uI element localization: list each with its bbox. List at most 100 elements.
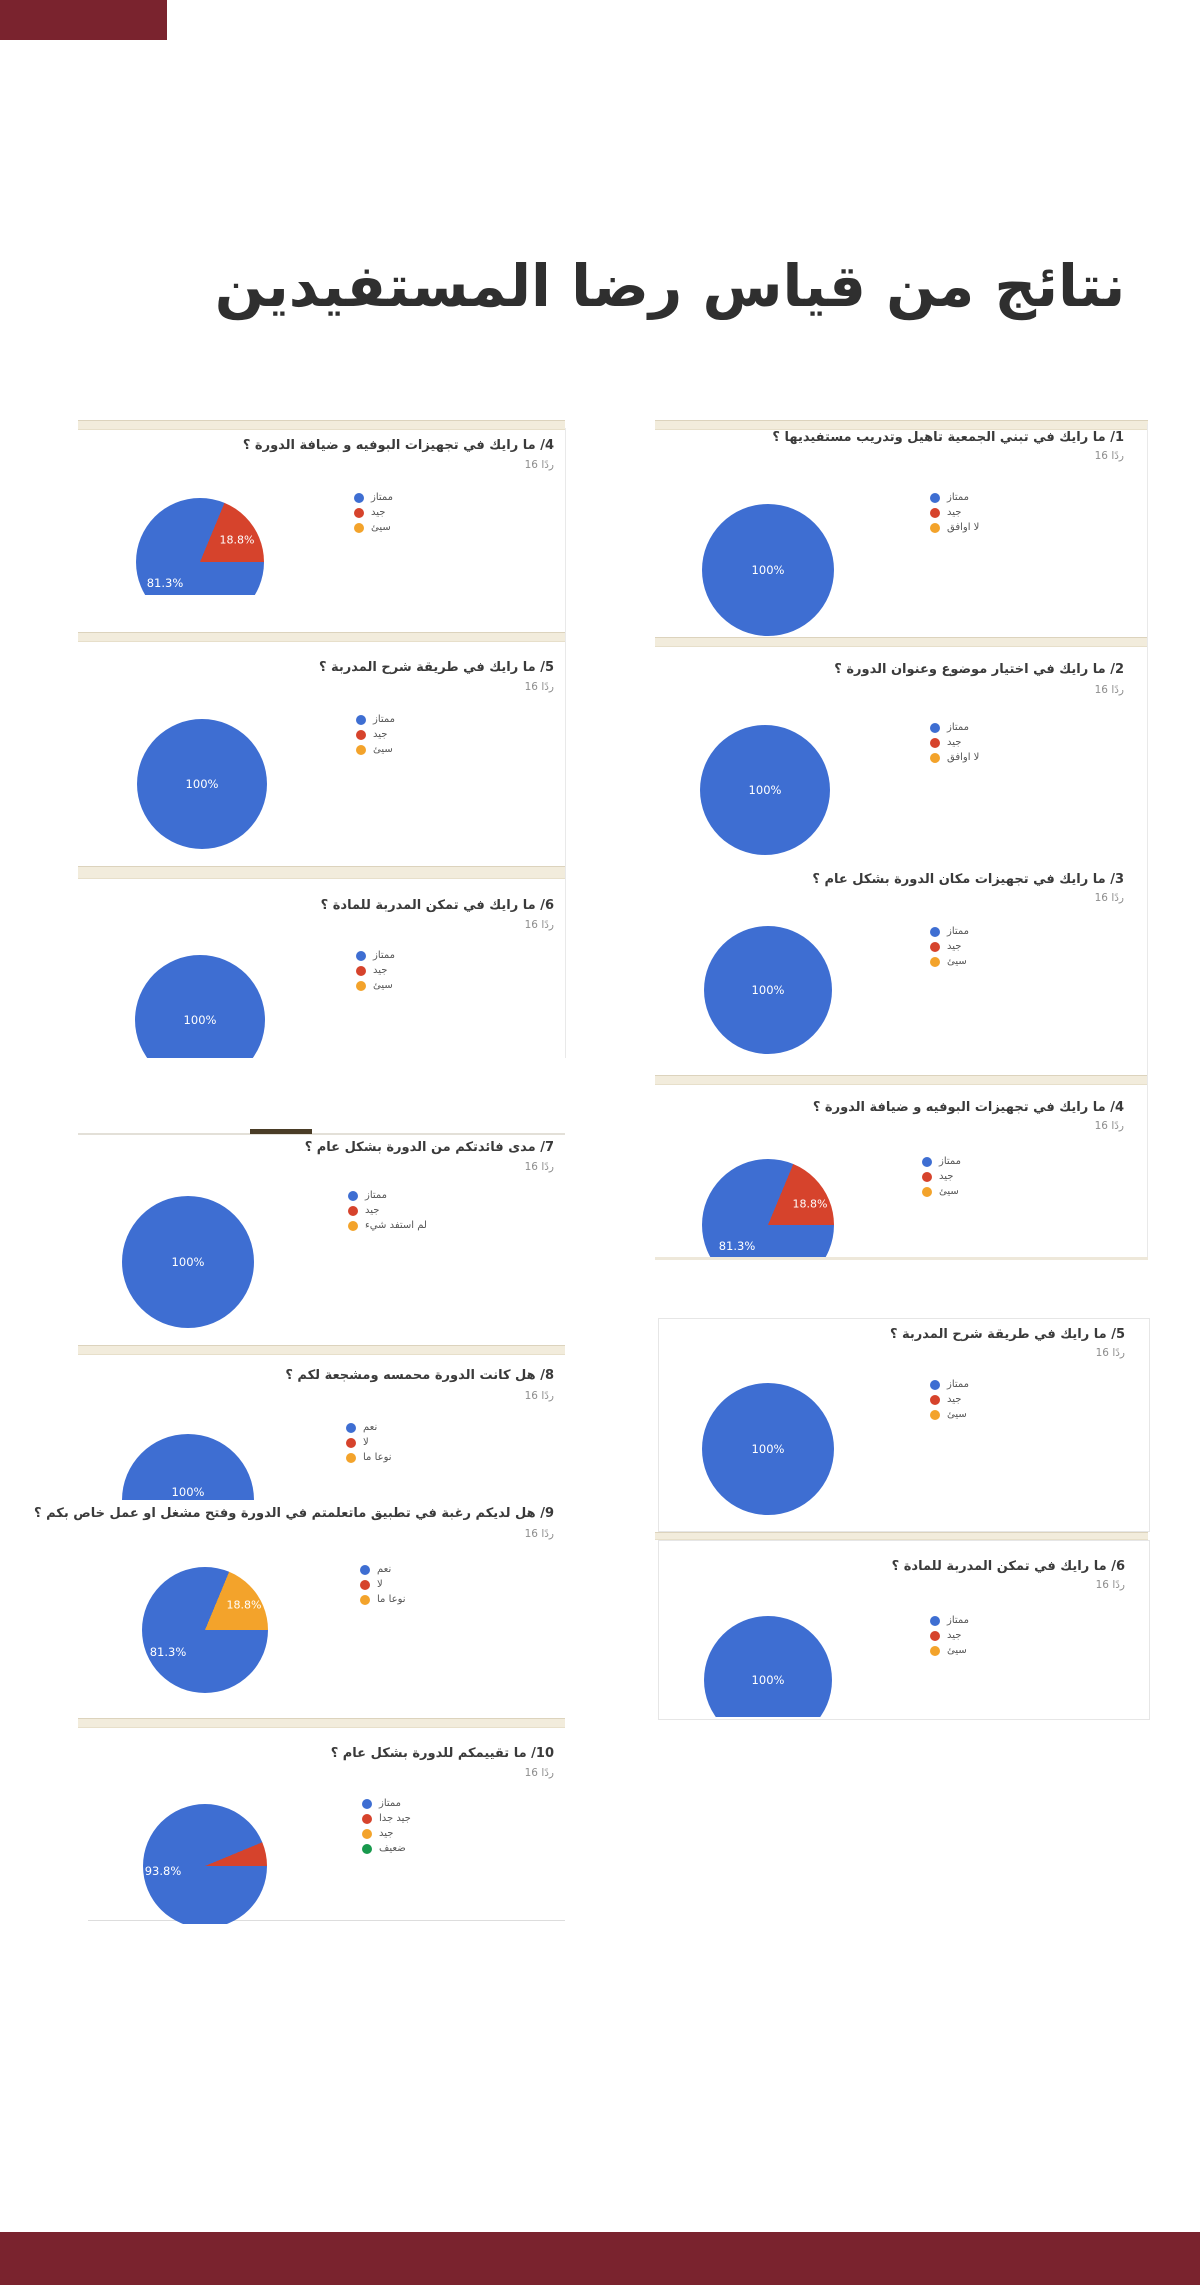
legend-item: جيد (348, 1203, 427, 1218)
legend-dot (354, 522, 364, 533)
legend-dot (930, 1379, 940, 1390)
card-edge (1147, 424, 1148, 1257)
legend-label: جيد (939, 1171, 954, 1182)
legend-label: جيد (947, 507, 962, 518)
legend-item: لا اوافق (930, 520, 979, 535)
legend-label: سيئ (371, 522, 391, 533)
legend-item: جيد (930, 735, 979, 750)
legend-label: سيئ (373, 744, 393, 755)
response-count: 16 ردًا (1095, 1579, 1125, 1591)
legend-item: جيد (930, 1628, 969, 1643)
pie-chart (122, 1196, 254, 1328)
legend-item: جيد (356, 727, 395, 742)
legend-label: جيد جدا (379, 1813, 411, 1824)
legend-label: لا (377, 1579, 383, 1590)
separator-bar (78, 632, 565, 642)
legend-dot (346, 1437, 356, 1448)
section-divider (655, 1257, 1148, 1260)
legend-label: جيد (379, 1828, 394, 1839)
legend-dot (356, 714, 366, 725)
legend-item: سيئ (922, 1184, 961, 1199)
chart-panel-q6-left: 6/ ما رايك في تمكن المدربة للمادة ؟ 16 ر… (78, 880, 568, 1058)
legend-item: سيئ (930, 1643, 969, 1658)
legend-item: ممتاز (356, 948, 395, 963)
legend-dot (930, 1630, 940, 1641)
legend-label: ممتاز (379, 1798, 402, 1809)
legend-label: سيئ (947, 1645, 967, 1656)
legend-dot (922, 1171, 932, 1182)
pie-chart (702, 1159, 834, 1257)
legend-item: سيئ (356, 742, 395, 757)
separator-bar (78, 866, 565, 879)
chart-panel-q4-left: 4/ ما رايك في تجهيزات البوفيه و ضيافة ال… (78, 428, 568, 595)
response-count: 16 ردًا (524, 1161, 554, 1173)
legend-dot (348, 1205, 358, 1216)
pie-chart (704, 926, 832, 1054)
legend-dot (930, 752, 940, 763)
legend-item: ضعيف (362, 1841, 411, 1856)
separator-bar (78, 1718, 565, 1728)
legend-label: ممتاز (939, 1156, 962, 1167)
legend-dot (930, 1615, 940, 1626)
legend-item: ممتاز (930, 1613, 969, 1628)
bottom-maroon-bar (0, 2232, 1200, 2285)
legend-label: ضعيف (379, 1843, 406, 1854)
legend-dot (922, 1156, 932, 1167)
legend: ممتاز جيد لم استفد شيء (348, 1188, 427, 1233)
legend-item: جيد (930, 505, 979, 520)
pie-value-label: 100% (751, 563, 785, 577)
legend: ممتاز جيد سيئ (356, 712, 395, 757)
pie-chart (136, 498, 264, 595)
chart-panel-q2: 2/ ما رايك في اختيار موضوع وعنوان الدورة… (658, 646, 1148, 858)
question-title: 6/ ما رايك في تمكن المدربة للمادة ؟ (891, 1559, 1125, 1574)
pie-value-label: 100% (751, 1442, 785, 1456)
legend-item: جيد (922, 1169, 961, 1184)
legend-dot (356, 965, 366, 976)
section-divider (88, 1920, 565, 1921)
legend-label: لم استفد شيء (365, 1220, 427, 1231)
legend-item: جيد جدا (362, 1811, 411, 1826)
legend-item: ممتاز (930, 490, 979, 505)
pie-chart (143, 1804, 267, 1924)
legend-dot (930, 926, 940, 937)
response-count: 16 ردًا (524, 459, 554, 471)
question-title: 1/ ما رايك في تبني الجمعية تاهيل وتدريب … (772, 430, 1124, 445)
legend-item: جيد (362, 1826, 411, 1841)
legend-label: ممتاز (947, 492, 970, 503)
legend-label: ممتاز (947, 926, 970, 937)
pie-chart (137, 719, 267, 849)
pie-chart (702, 1383, 834, 1515)
legend-item: ممتاز (930, 720, 979, 735)
legend-dot (930, 507, 940, 518)
question-title: 3/ ما رايك في تجهيزات مكان الدورة بشكل ع… (812, 872, 1124, 887)
legend-item: جيد (930, 1392, 969, 1407)
legend: نعم لا نوعا ما (360, 1562, 406, 1607)
legend-dot (360, 1594, 370, 1605)
legend-dot (930, 737, 940, 748)
legend-dot (930, 492, 940, 503)
legend-label: سيئ (373, 980, 393, 991)
response-count: 16 ردًا (1094, 1120, 1124, 1132)
legend-dot (354, 492, 364, 503)
legend-dot (346, 1422, 356, 1433)
legend-dot (360, 1564, 370, 1575)
legend-dot (356, 980, 366, 991)
card-edge (565, 428, 566, 1058)
chart-panel-q10: 10/ ما تقييمكم للدورة بشكل عام ؟ 16 ردًا… (78, 1742, 568, 1924)
legend-item: جيد (354, 505, 393, 520)
legend-label: جيد (373, 729, 388, 740)
legend-item: سيئ (930, 1407, 969, 1422)
section-divider (78, 1133, 565, 1135)
legend-label: ممتاز (365, 1190, 388, 1201)
response-count: 16 ردًا (1094, 684, 1124, 696)
legend-label: جيد (373, 965, 388, 976)
legend-item: جيد (930, 939, 969, 954)
pie-value-label: 100% (751, 983, 785, 997)
question-title: 5/ ما رايك في طريقة شرح المدربة ؟ (318, 660, 554, 675)
chart-panel-q5-right: 5/ ما رايك في طريقة شرح المدربة ؟ 16 ردً… (659, 1319, 1149, 1529)
chart-panel-q9: 9/ هل لديكم رغبة في تطبيق ماتعلمتم في ال… (34, 1504, 568, 1720)
legend-dot (362, 1843, 372, 1854)
legend-label: لا اوافق (947, 752, 980, 763)
response-count: 16 ردًا (1094, 450, 1124, 462)
legend-dot (362, 1798, 372, 1809)
